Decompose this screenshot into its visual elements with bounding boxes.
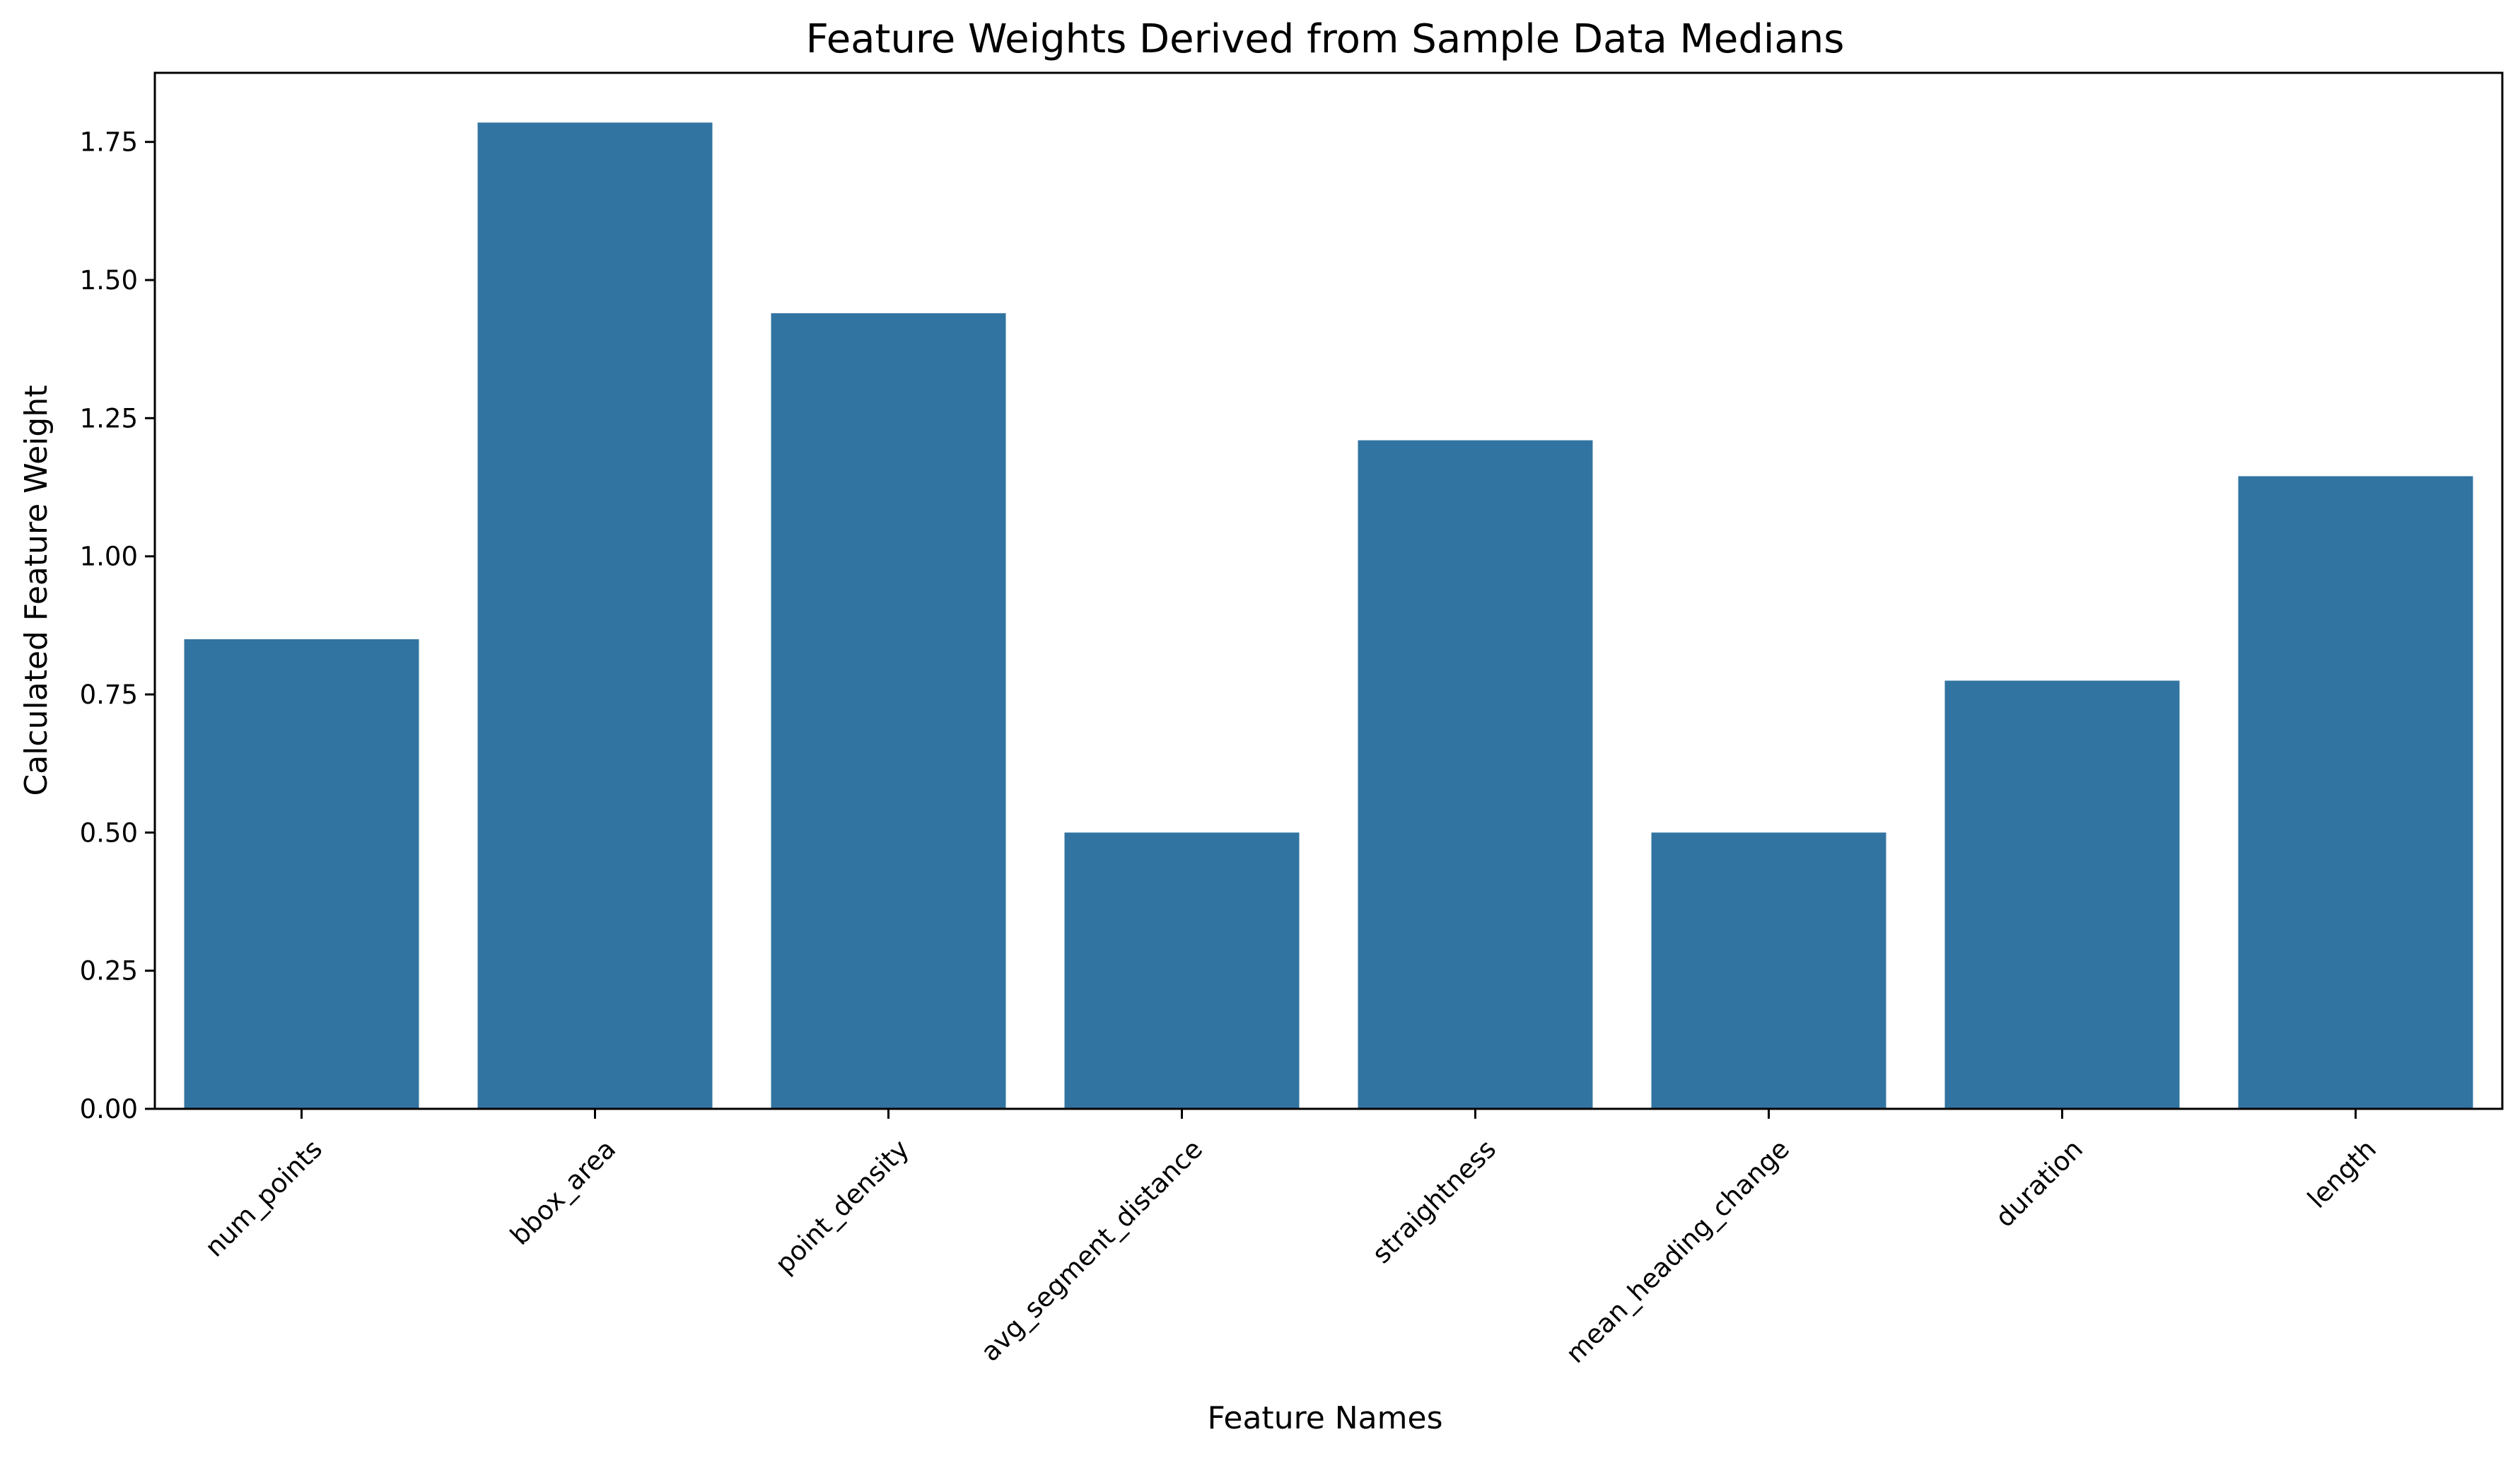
y-axis-ticks: 0.00 0.25 0.50 0.75 1.00 1.25 1.50 1.75: [80, 127, 155, 1124]
y-tick-label: 0.00: [80, 1094, 138, 1124]
y-tick-label: 0.50: [80, 817, 138, 848]
y-tick-label: 1.50: [80, 265, 138, 296]
bars-layer: [184, 122, 2473, 1109]
bar-mean_heading_change: [1651, 832, 1886, 1109]
y-tick-label: 1.00: [80, 542, 138, 572]
chart-title: Feature Weights Derived from Sample Data…: [806, 16, 1845, 62]
x-axis-label: Feature Names: [1208, 1400, 1443, 1436]
y-tick-label: 0.25: [80, 956, 138, 986]
bar-duration: [1944, 680, 2180, 1109]
bar-point_density: [771, 313, 1006, 1109]
bar-straightness: [1358, 440, 1593, 1109]
y-tick-label: 0.75: [80, 680, 138, 710]
y-axis-label: Calculated Feature Weight: [18, 385, 54, 796]
y-tick-label: 1.75: [80, 127, 138, 158]
bar-avg_segment_distance: [1064, 832, 1300, 1109]
bar-length: [2238, 476, 2473, 1109]
y-tick-label: 1.25: [80, 403, 138, 433]
bar-bbox_area: [477, 122, 713, 1109]
plot-frame: [153, 71, 2504, 1110]
bar-num_points: [184, 639, 419, 1109]
